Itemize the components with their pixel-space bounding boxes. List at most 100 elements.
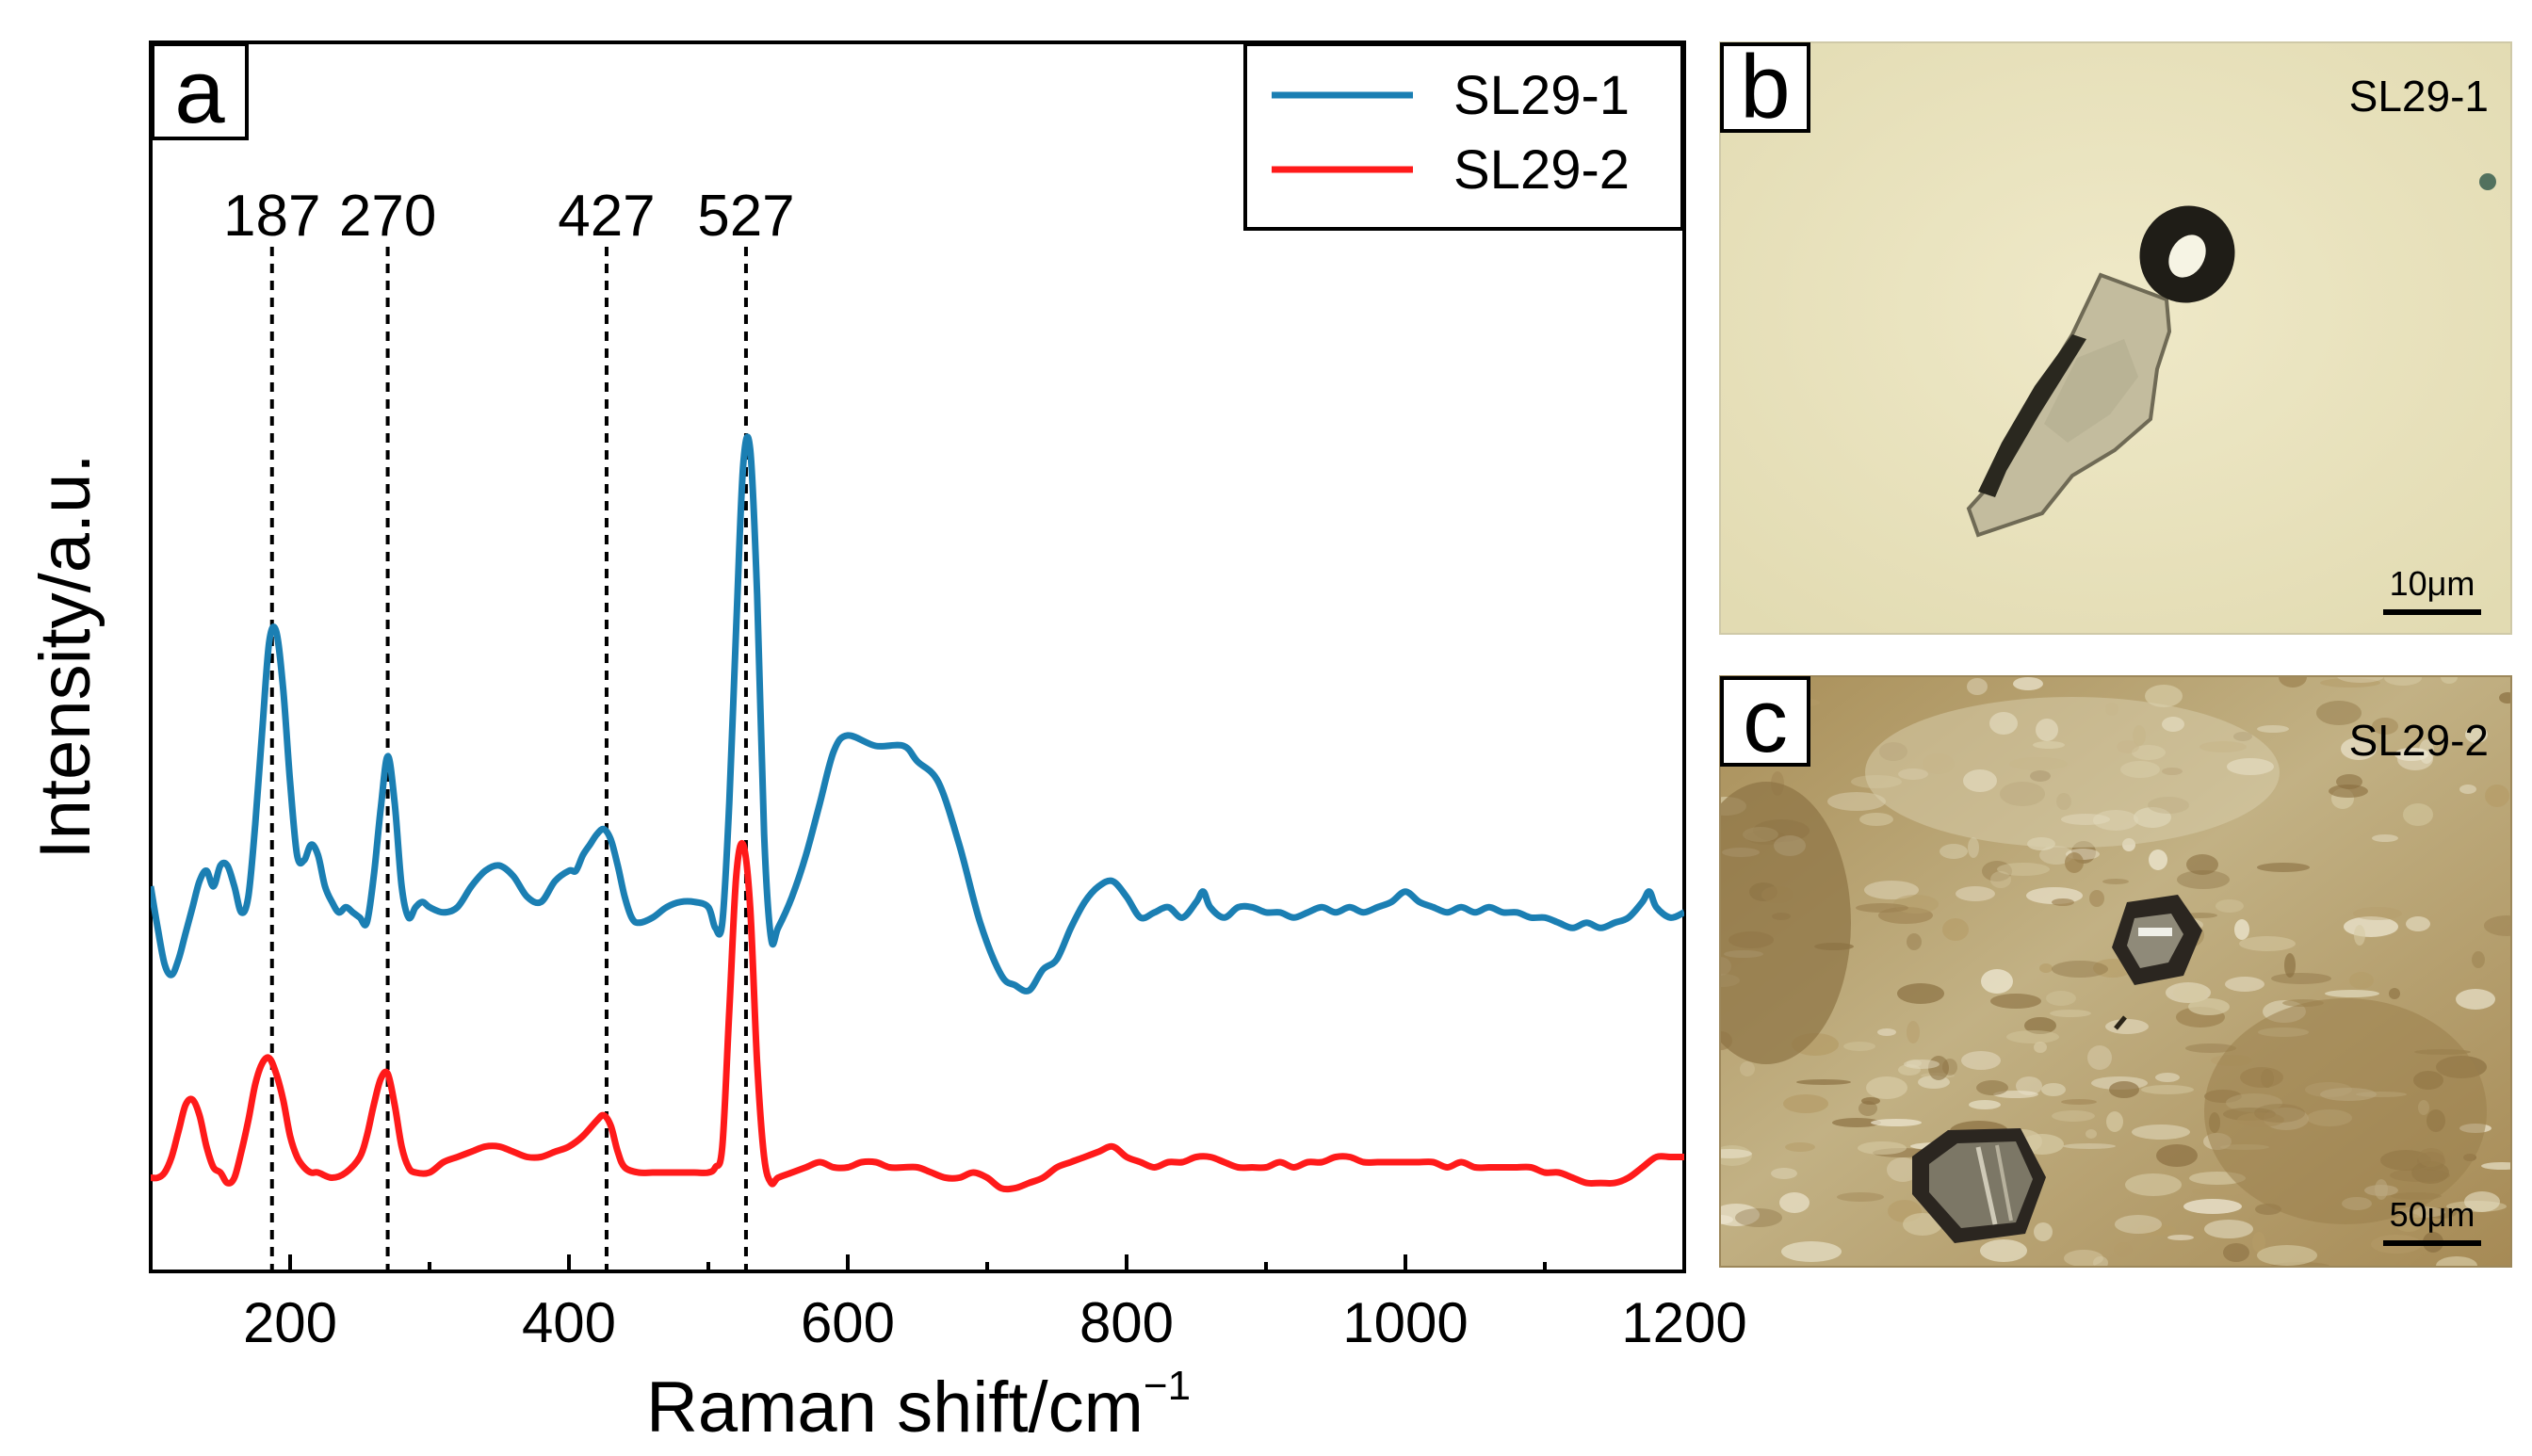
photo-c-grain (2279, 676, 2307, 688)
peak-label-187: 187 (223, 184, 320, 249)
photo-c-grain (2149, 849, 2167, 870)
x-axis-title: Raman shift/cm−1 (646, 1363, 1191, 1448)
photo-c-grain (2484, 915, 2511, 936)
photo-c-grain (1928, 1056, 1949, 1080)
photo-c-grain (1783, 1094, 1828, 1113)
photo-c-grain (2050, 1010, 2091, 1017)
photo-c-grain (2024, 1017, 2056, 1034)
panel-a-letter-box (151, 42, 249, 140)
photo-c-grain (2257, 863, 2310, 872)
legend-frame (1243, 42, 1684, 231)
photo-c-grain (1858, 1101, 1877, 1116)
photo-panel-c: c SL29-2 50μm (1719, 671, 2512, 1268)
photo-c-grain (2136, 1224, 2176, 1236)
photo-c-grain (2320, 678, 2380, 688)
photo-c-grain (2341, 737, 2377, 760)
photo-c-grain (2426, 1207, 2457, 1219)
peak-label-527: 527 (697, 184, 794, 249)
panel-c-letter-box (1720, 676, 1810, 767)
photo-c-grain (1781, 1241, 1842, 1262)
photo-c-grain (2034, 1042, 2047, 1053)
photo-c-grain (2459, 785, 2476, 794)
photo-c-grain (1735, 1208, 1782, 1227)
photo-c-grain (1969, 1100, 2001, 1109)
photo-c-grain (1961, 1051, 2001, 1070)
photo-c-grain (2173, 984, 2207, 1001)
panel-a-letter: a (174, 41, 225, 142)
photo-c-dark-region (1720, 782, 1851, 1064)
photo-c-grain (2349, 972, 2374, 989)
photo-c-grain (1980, 1239, 2027, 1262)
photo-c-grain (1864, 881, 1919, 899)
x-tick-label-600: 600 (801, 1291, 895, 1354)
photo-c-grain (2034, 1222, 2053, 1241)
photo-c-grain (1990, 994, 2041, 1009)
photo-c-frame (1719, 675, 2512, 1268)
photo-c-grain (2156, 1144, 2198, 1167)
photo-c-grain (2065, 852, 2084, 873)
photo-c-grain (2106, 1111, 2123, 1132)
photo-c-grain (2472, 951, 2485, 968)
photo-c-grain (2204, 1220, 2253, 1238)
peak-lines (269, 247, 748, 1271)
photo-c-grain (2372, 718, 2398, 735)
photo-c-grain (2115, 1215, 2162, 1234)
photo-c-grain (2061, 1099, 2097, 1105)
photo-c-grain (1968, 837, 1979, 858)
x-tick-label-800: 800 (1079, 1291, 1174, 1354)
photo-c-grain (2325, 990, 2379, 997)
panel-b-letter-box (1720, 42, 1810, 133)
photo-c-grain (1940, 844, 1968, 859)
photo-c-grain (2316, 701, 2362, 725)
photo-c-grain (2441, 676, 2458, 684)
photo-c-grain (1942, 918, 1969, 941)
legend: SL29-1 SL29-2 (1243, 42, 1684, 231)
photo-c-grain (2102, 879, 2129, 884)
photo-c-grain (2397, 748, 2433, 770)
photo-c-crystal-1-highlight (2138, 928, 2172, 936)
photo-c-grain (1907, 1060, 1922, 1067)
photo-c-grain (2132, 1124, 2190, 1140)
photo-c-grain (1740, 1061, 1755, 1076)
photo-b-bubble-inner (2168, 235, 2206, 278)
legend-label-sl29-1: SL29-1 (1453, 65, 1630, 126)
photo-c-grain (2016, 1076, 2042, 1095)
photo-c-grain (2384, 676, 2422, 686)
photo-c-grain (1904, 1060, 1940, 1069)
photo-c-grain (1858, 1141, 1907, 1155)
photo-c-grain (2052, 898, 2074, 906)
x-axis-ticks: 200 400 600 800 1000 1200 (243, 1254, 1747, 1354)
photo-c-grain (1997, 863, 2050, 876)
photo-c-grain (2465, 726, 2488, 743)
photo-c-grain (1856, 903, 1908, 913)
photo-c-grain (2394, 748, 2428, 761)
photo-c-grain (1771, 1168, 1797, 1179)
photo-c-grain (2252, 1232, 2265, 1253)
x-axis-title-text: Raman shift/ (646, 1367, 1048, 1448)
photo-c-grain (1877, 1028, 1896, 1036)
photo-c-grain (2052, 1110, 2095, 1122)
photo-c-grain (2105, 1019, 2149, 1034)
photo-c-grain (1981, 969, 2013, 994)
x-tick-label-400: 400 (522, 1291, 616, 1354)
photo-c-grain (1976, 1080, 2008, 1095)
x-tick-label-1200: 1200 (1621, 1291, 1746, 1354)
photo-c-grain (2257, 725, 2289, 733)
photo-c-grain (1720, 1149, 1752, 1158)
photo-c-grain (1832, 1118, 1881, 1127)
photo-c-grain (2052, 961, 2108, 978)
legend-label-sl29-2: SL29-2 (1453, 139, 1630, 201)
photo-c-grain (2284, 953, 2296, 978)
photo-c-grain (2039, 963, 2053, 973)
photo-c-grain (2109, 1081, 2139, 1098)
photo-c-grain (1990, 871, 2011, 888)
photo-c-grain (1843, 1042, 1875, 1051)
photo-panel-b: b SL29-1 10μm (1719, 37, 2512, 635)
photo-c-grain (2145, 685, 2183, 707)
photo-c-grain (2216, 899, 2244, 913)
photo-c-grain (2337, 676, 2384, 683)
photo-c-grain (1903, 1213, 1942, 1236)
photo-c-grain (2039, 846, 2073, 865)
photo-c-grain (2087, 1045, 2112, 1070)
photo-c-grain (2403, 803, 2433, 826)
